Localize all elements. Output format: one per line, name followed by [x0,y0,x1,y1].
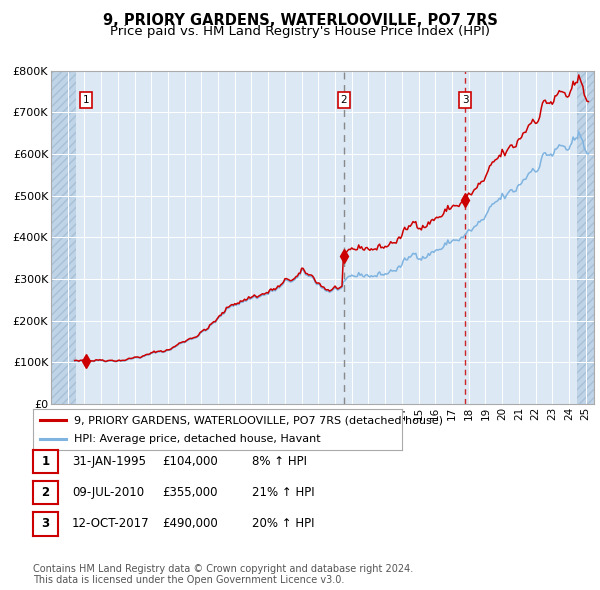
Text: 3: 3 [462,95,469,105]
Text: 31-JAN-1995: 31-JAN-1995 [72,455,146,468]
Text: Price paid vs. HM Land Registry's House Price Index (HPI): Price paid vs. HM Land Registry's House … [110,25,490,38]
Text: £104,000: £104,000 [162,455,218,468]
Text: 9, PRIORY GARDENS, WATERLOOVILLE, PO7 7RS: 9, PRIORY GARDENS, WATERLOOVILLE, PO7 7R… [103,13,497,28]
Text: 2: 2 [41,486,50,499]
Bar [577,71,600,404]
Text: £355,000: £355,000 [162,486,218,499]
Text: 3: 3 [41,517,50,530]
Text: 09-JUL-2010: 09-JUL-2010 [72,486,144,499]
Text: 8% ↑ HPI: 8% ↑ HPI [252,455,307,468]
Text: 1: 1 [82,95,89,105]
Text: 12-OCT-2017: 12-OCT-2017 [72,517,149,530]
Text: 21% ↑ HPI: 21% ↑ HPI [252,486,314,499]
Text: 2: 2 [340,95,347,105]
Text: 1: 1 [41,455,50,468]
Text: 9, PRIORY GARDENS, WATERLOOVILLE, PO7 7RS (detached house): 9, PRIORY GARDENS, WATERLOOVILLE, PO7 7R… [74,415,443,425]
Text: £490,000: £490,000 [162,517,218,530]
Text: 20% ↑ HPI: 20% ↑ HPI [252,517,314,530]
Text: HPI: Average price, detached house, Havant: HPI: Average price, detached house, Hava… [74,434,320,444]
Text: Contains HM Land Registry data © Crown copyright and database right 2024.
This d: Contains HM Land Registry data © Crown c… [33,563,413,585]
Bar [51,71,76,404]
